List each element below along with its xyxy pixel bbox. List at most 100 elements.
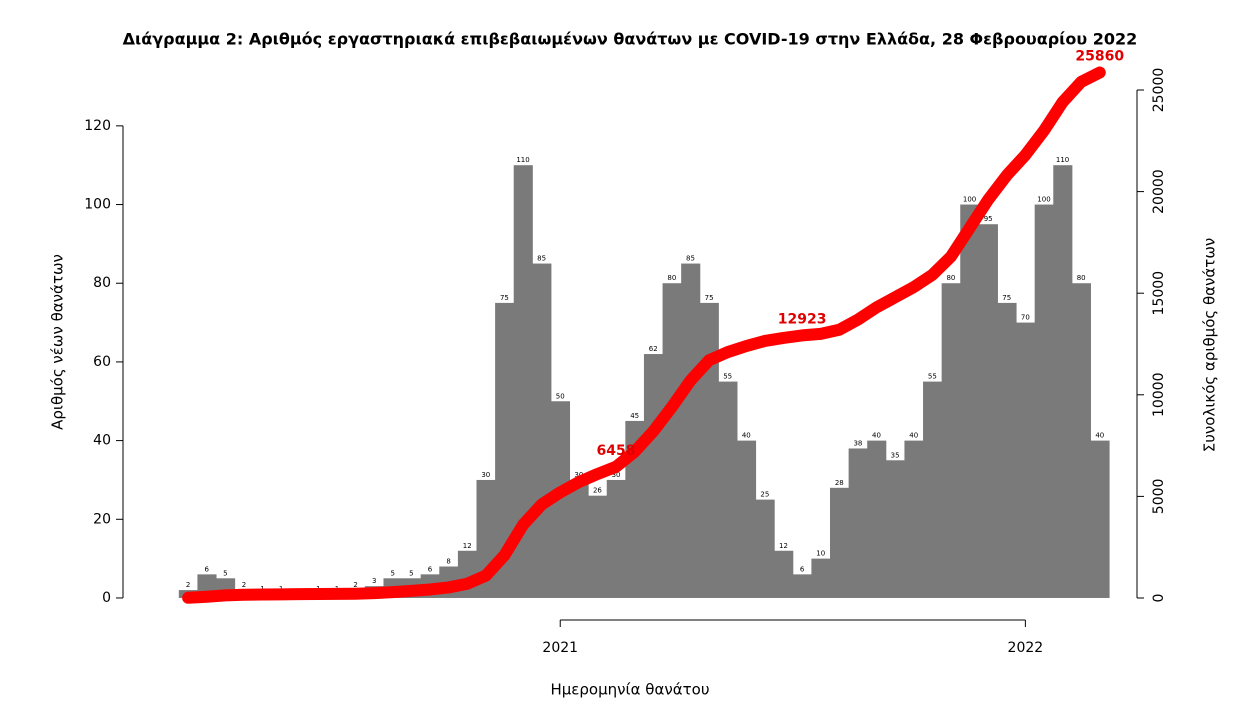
y-tick-label: 40	[93, 433, 111, 449]
y2-tick-label: 15000	[1151, 271, 1167, 316]
bar-value-label: 5	[409, 569, 413, 577]
bar	[1071, 283, 1091, 598]
bar-value-label: 12	[463, 542, 472, 550]
y2-tick-label: 0	[1151, 594, 1167, 603]
y-tick-label: 80	[93, 275, 111, 291]
bar	[755, 499, 775, 598]
bar-value-label: 40	[909, 432, 918, 440]
y-tick-label: 20	[93, 511, 111, 527]
x-tick-label: 2022	[1008, 640, 1044, 656]
bar	[1016, 322, 1036, 598]
y2-tick-label: 25000	[1151, 68, 1167, 113]
bar-value-label: 5	[223, 569, 227, 577]
bar-value-label: 45	[630, 412, 639, 420]
bar-value-label: 62	[649, 345, 658, 353]
bar	[885, 460, 905, 598]
bar-value-label: 50	[556, 392, 565, 400]
bar-value-label: 8	[446, 557, 450, 565]
x-tick-label: 2021	[542, 640, 578, 656]
bar-value-label: 30	[481, 471, 490, 479]
bar	[513, 165, 533, 598]
bar-value-label: 70	[1021, 314, 1030, 322]
bar	[699, 302, 719, 598]
bar-value-label: 12	[779, 542, 788, 550]
annotation: 6458	[597, 443, 636, 459]
bar	[588, 495, 608, 598]
bar	[532, 263, 552, 598]
bar-value-label: 55	[723, 373, 732, 381]
bar	[625, 420, 645, 598]
bar-value-label: 26	[593, 487, 602, 495]
bar	[1090, 440, 1110, 598]
bar	[774, 550, 794, 598]
bar	[495, 302, 515, 598]
bar	[569, 479, 589, 598]
bar	[792, 574, 812, 598]
bar	[941, 283, 961, 598]
bar	[662, 283, 682, 598]
bar-value-label: 80	[667, 274, 676, 282]
bar-value-label: 40	[872, 432, 881, 440]
bar-value-label: 5	[391, 569, 395, 577]
bar-value-label: 3	[372, 577, 376, 585]
annotation: 25860	[1075, 49, 1124, 65]
bar	[606, 479, 626, 598]
bar-value-label: 6	[428, 565, 433, 573]
bar	[550, 401, 571, 598]
bar	[867, 440, 887, 598]
bar	[718, 381, 738, 598]
bar	[643, 354, 664, 598]
y-tick-label: 100	[84, 197, 111, 213]
bar	[904, 440, 924, 598]
bar-value-label: 80	[946, 274, 955, 282]
bar	[1053, 165, 1073, 598]
bar-value-label: 2	[242, 581, 246, 589]
bar-value-label: 95	[984, 215, 993, 223]
bar-value-label: 2	[186, 581, 190, 589]
bar-value-label: 55	[928, 373, 937, 381]
cumulative-line	[182, 66, 1106, 604]
y-tick-label: 60	[93, 354, 111, 370]
y-axis-title: Αριθμός νέων θανάτων	[49, 254, 67, 430]
bar	[997, 302, 1017, 598]
bar-value-label: 110	[1056, 156, 1069, 164]
bar-value-label: 2	[353, 581, 357, 589]
bar-value-label: 75	[705, 294, 714, 302]
bar-value-label: 28	[835, 479, 844, 487]
y2-tick-label: 5000	[1151, 479, 1167, 515]
x-axis-title: Ημερομηνία θανάτου	[550, 681, 709, 699]
y2-axis-title: Συνολικός αριθμός θανάτων	[1201, 238, 1219, 453]
bar-value-label: 100	[963, 196, 976, 204]
bar-value-label: 85	[686, 255, 695, 263]
bar	[923, 381, 943, 598]
bar	[1034, 204, 1054, 598]
y-tick-label: 0	[102, 590, 111, 606]
bar	[736, 440, 757, 598]
bar	[960, 204, 980, 598]
bar-value-label: 40	[1095, 432, 1104, 440]
bar	[811, 558, 831, 598]
bar-value-label: 10	[816, 550, 825, 558]
y2-tick-label: 20000	[1151, 169, 1167, 214]
bar-value-label: 75	[500, 294, 509, 302]
bar-value-label: 40	[742, 432, 751, 440]
bar-value-label: 80	[1077, 274, 1086, 282]
bar-value-label: 100	[1037, 196, 1050, 204]
annotation: 12923	[778, 311, 827, 327]
bar	[830, 487, 850, 598]
y-tick-label: 120	[84, 118, 111, 134]
bar-value-label: 75	[1002, 294, 1011, 302]
bar-value-label: 25	[760, 491, 769, 499]
bar-value-label: 6	[204, 565, 209, 573]
bar-value-label: 38	[853, 439, 862, 447]
bar-value-label: 110	[516, 156, 529, 164]
bar-value-label: 85	[537, 255, 546, 263]
bar	[848, 448, 868, 598]
bar-value-label: 6	[800, 565, 805, 573]
bar-value-label: 30	[574, 471, 583, 479]
bar	[681, 263, 701, 598]
bar	[978, 224, 998, 598]
bar-value-label: 35	[891, 451, 900, 459]
bar-value-label: 30	[612, 471, 621, 479]
